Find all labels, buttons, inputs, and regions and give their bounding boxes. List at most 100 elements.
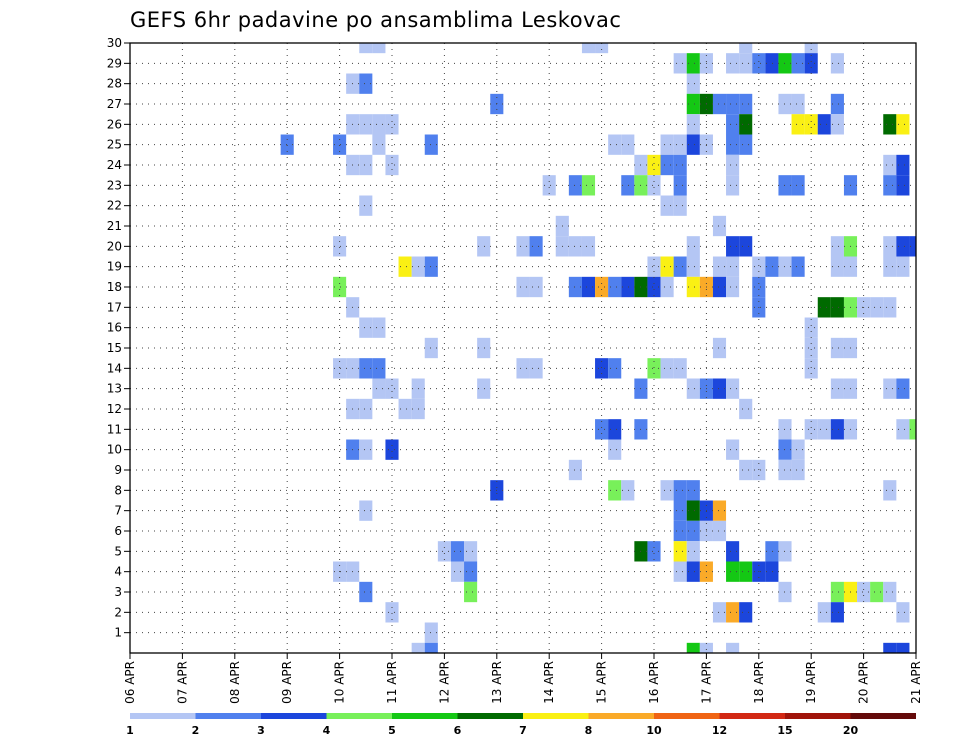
heatmap-cell (896, 642, 910, 653)
heatmap-cell (686, 541, 700, 562)
heatmap-cell (673, 541, 687, 562)
heatmap-cell (791, 53, 805, 74)
legend-label: 1 (126, 724, 134, 737)
heatmap-cell (830, 114, 844, 135)
heatmap-cell (883, 175, 897, 196)
heatmap-cell (726, 93, 740, 115)
heatmap-cell (712, 93, 727, 115)
heatmap-cell (909, 236, 916, 257)
heatmap-cell (896, 236, 910, 257)
heatmap-cell (817, 297, 831, 318)
heatmap-cell (896, 114, 910, 135)
heatmap-cell (333, 134, 347, 155)
heatmap-cell (739, 114, 753, 135)
heatmap-cell (726, 602, 740, 623)
y-tick-label: 24 (107, 158, 122, 172)
heatmap-cell (359, 358, 373, 379)
legend-label: 12 (712, 724, 727, 737)
legend-label: 5 (388, 724, 396, 737)
heatmap-cell (516, 276, 530, 298)
chart-title: GEFS 6hr padavine po ansamblima Leskovac (130, 8, 621, 32)
heatmap-cell (542, 175, 556, 196)
heatmap-cell (385, 154, 399, 176)
heatmap-cell (726, 378, 740, 399)
legend-label: 4 (323, 724, 331, 737)
legend-label: 8 (585, 724, 593, 737)
heatmap-cell (817, 114, 831, 135)
heatmap-cell (424, 256, 438, 277)
heatmap-cell (739, 236, 753, 257)
legend-label: 2 (192, 724, 200, 737)
heatmap-cell (608, 419, 622, 440)
y-tick-label: 7 (114, 504, 122, 518)
heatmap-cell (804, 337, 818, 359)
heatmap-cell (686, 561, 700, 582)
heatmap-cell (726, 175, 740, 196)
y-tick-label: 1 (114, 626, 122, 640)
heatmap-cell (765, 541, 779, 562)
heatmap-cell (673, 134, 687, 155)
y-tick-label: 10 (107, 443, 122, 457)
x-tick-label: 21 APR (909, 661, 923, 704)
legend-label: 3 (257, 724, 265, 737)
heatmap-cell (830, 419, 844, 440)
heatmap-cell (516, 358, 530, 379)
heatmap-cell (608, 358, 622, 379)
heatmap-cell (424, 134, 438, 155)
heatmap-cell (883, 256, 897, 277)
heatmap-cell (608, 134, 622, 155)
heatmap-cell (883, 378, 897, 399)
heatmap-cell (464, 561, 478, 582)
grid-layer (129, 42, 917, 653)
heatmap-cell (660, 276, 674, 298)
y-tick-label: 8 (114, 483, 122, 497)
y-tick-label: 19 (107, 260, 122, 274)
heatmap-cell (896, 378, 910, 399)
heatmap-cell (673, 500, 687, 521)
heatmap-cell (581, 43, 596, 54)
heatmap-cell (359, 195, 373, 216)
heatmap-cell (673, 561, 687, 582)
heatmap-cell (830, 256, 844, 277)
y-tick-label: 3 (114, 585, 122, 599)
heatmap-cell (830, 378, 844, 399)
heatmap-cell (686, 500, 700, 521)
heatmap-cell (739, 602, 753, 623)
legend-swatch (392, 713, 458, 719)
heatmap-cell (647, 154, 661, 176)
x-axis: 06 APR 07 APR 08 APR 09 APR 10 APR 11 APR 12 A… (123, 653, 923, 704)
heatmap-cell (359, 317, 373, 338)
heatmap-cell (372, 134, 386, 155)
heatmap-cell (726, 134, 740, 155)
y-tick-label: 20 (107, 239, 122, 253)
heatmap-cell (608, 439, 622, 460)
heatmap-cell (686, 642, 700, 653)
heatmap-cell (739, 561, 753, 582)
heatmap-cell (686, 480, 700, 501)
heatmap-cell (883, 581, 897, 603)
heatmap-cell (477, 337, 491, 359)
heatmap-cell (647, 175, 661, 196)
heatmap-cell (883, 297, 897, 318)
legend-swatch (326, 713, 392, 719)
heatmap-cell (359, 43, 373, 54)
heatmap-cell (699, 642, 713, 653)
x-tick-label: 11 APR (385, 661, 399, 704)
heatmap-cell (660, 134, 674, 155)
heatmap-cell (830, 236, 844, 257)
heatmap-cell (726, 53, 740, 74)
y-axis: 1234567891011121314151617181920212223242… (107, 36, 130, 640)
heatmap-cell (359, 398, 373, 420)
heatmap-cell (621, 480, 635, 501)
legend-label: 15 (777, 724, 792, 737)
heatmap-cell (752, 53, 766, 74)
heatmap-cell (660, 358, 674, 379)
heatmap-cell (595, 43, 609, 54)
legend-swatch (523, 713, 589, 719)
heatmap-cell (359, 439, 373, 460)
heatmap-cell (359, 114, 373, 135)
y-tick-label: 18 (107, 280, 122, 294)
heatmap-cell (739, 53, 753, 74)
heatmap-cell (673, 175, 687, 196)
